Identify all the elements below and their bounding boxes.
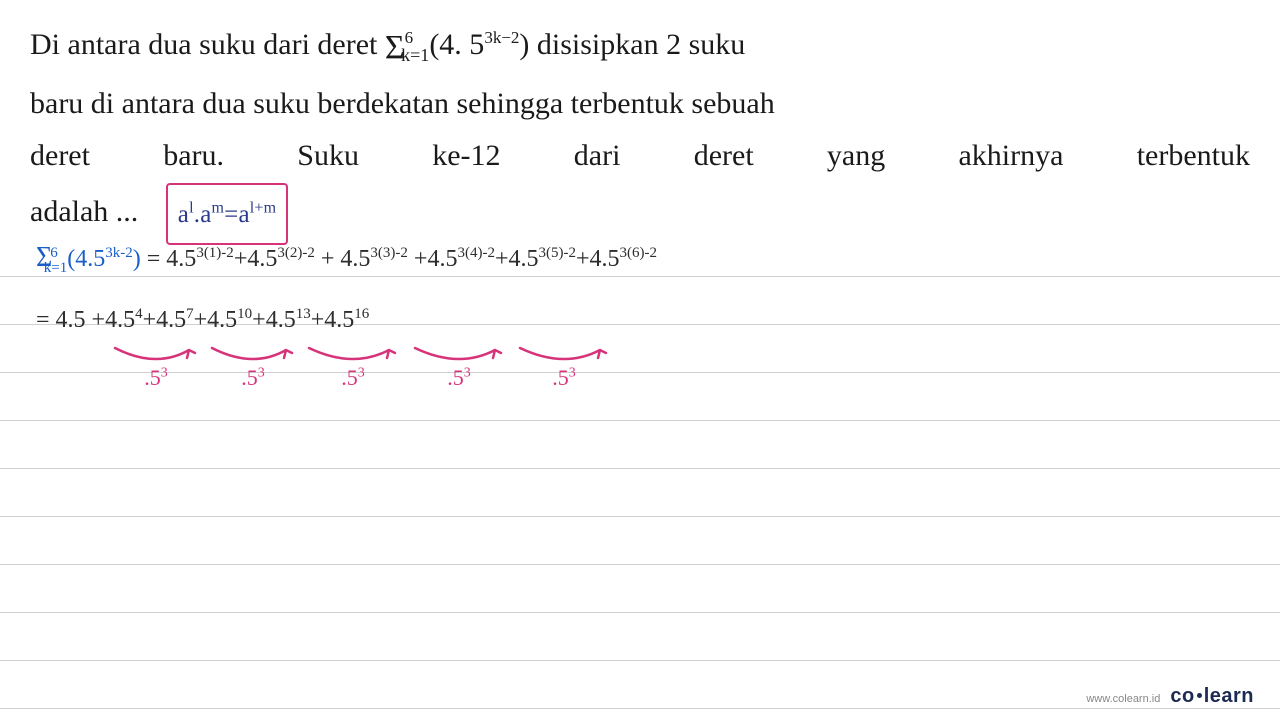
sigma-lower: k=1 [401, 45, 429, 65]
sigma-body-open: (4. 5 [429, 28, 484, 61]
problem-text-1b: disisipkan 2 suku [529, 28, 745, 61]
problem-text-3: deret baru. Suku ke-12 dari deret yang a… [30, 130, 1250, 183]
arc-icon [516, 345, 612, 367]
ratio-arc: .53 [411, 345, 507, 391]
ratio-arc: .53 [516, 345, 612, 391]
brand-logo: colearn [1170, 685, 1254, 708]
problem-statement: Di antara dua suku dari deret Σ6k=1(4. 5… [30, 18, 1250, 245]
ratio-arc: .53 [111, 345, 201, 391]
arc-icon [305, 345, 401, 367]
arc-label: .53 [516, 365, 612, 391]
problem-text-2: baru di antara dua suku berdekatan sehin… [30, 78, 1250, 131]
ratio-arc: .53 [305, 345, 401, 391]
sigma-body-close: ) [519, 28, 529, 61]
arc-label: .53 [411, 365, 507, 391]
arc-icon [208, 345, 298, 367]
work-rhs-expansion: = 4.53(1)-2+4.53(2)-2 + 4.53(3)-2 +4.53(… [147, 246, 657, 272]
footer-url: www.colearn.id [1086, 693, 1160, 705]
ratio-arc: .53 [208, 345, 298, 391]
arc-icon [411, 345, 507, 367]
page-root: Di antara dua suku dari deret Σ6k=1(4. 5… [0, 0, 1280, 720]
ratio-annotations: .53 .53 .53 .53 .53 [36, 345, 1250, 400]
arc-label: .53 [208, 365, 298, 391]
sigma-exponent: 3k−2 [484, 28, 519, 47]
formula-content: al.am=al+m [178, 201, 276, 228]
work-line-2: = 4.5 +4.54+4.57+4.510+4.513+4.516 [36, 291, 1250, 343]
sigma-expression: Σ6k=1(4. 53k−2) [385, 28, 530, 61]
handwritten-work: Σ6k=1(4.53k-2) = 4.53(1)-2+4.53(2)-2 + 4… [36, 230, 1250, 400]
footer: www.colearn.id colearn [1086, 685, 1254, 708]
arc-icon [111, 345, 201, 367]
work-lhs: Σ6k=1(4.53k-2) [36, 246, 147, 272]
problem-text-1a: Di antara dua suku dari deret [30, 28, 385, 61]
arc-label: .53 [111, 365, 201, 391]
work-line-1: Σ6k=1(4.53k-2) = 4.53(1)-2+4.53(2)-2 + 4… [36, 230, 1250, 291]
problem-text-4: adalah ... [30, 195, 138, 228]
dot-icon [1197, 693, 1202, 698]
arc-label: .53 [305, 365, 401, 391]
